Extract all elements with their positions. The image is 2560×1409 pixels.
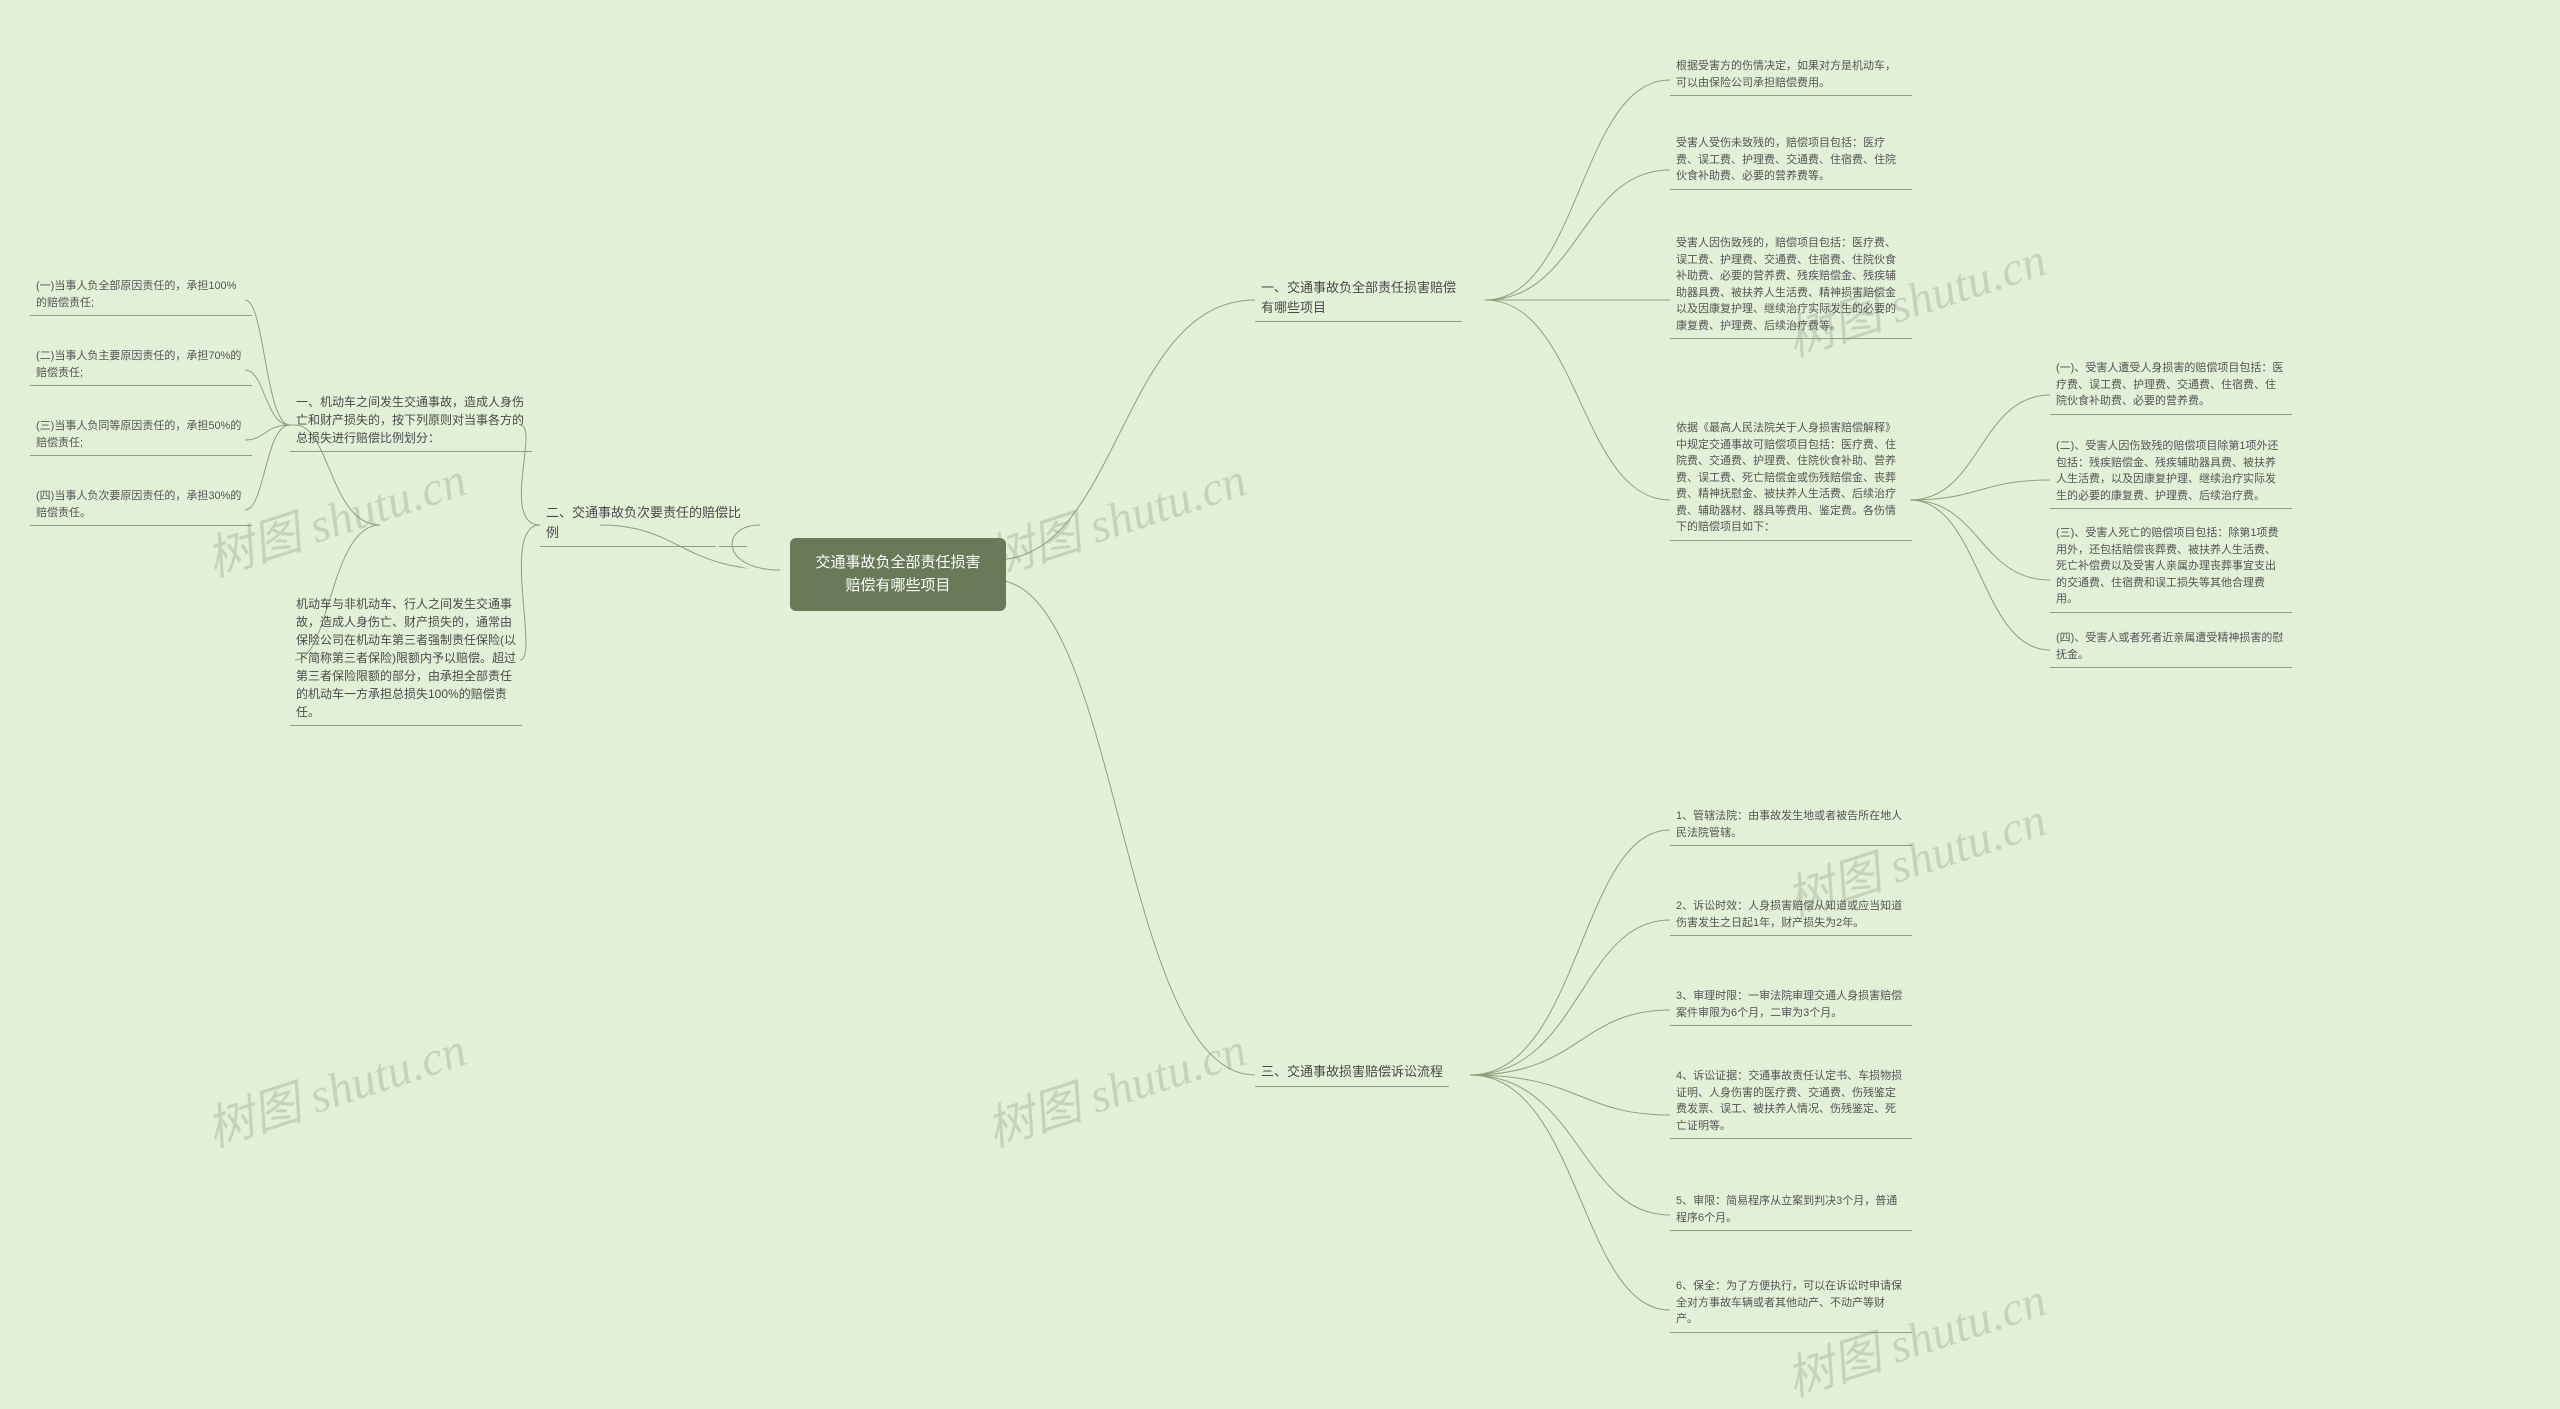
r1-leaf-3[interactable]: 受害人因伤致残的，赔偿项目包括：医疗费、误工费、护理费、交通费、住宿费、住院伙食… <box>1670 235 1912 339</box>
l2-sub-2[interactable]: (二)当事人负主要原因责任的，承担70%的赔偿责任; <box>30 348 252 386</box>
r3-leaf-1[interactable]: 1、管辖法院：由事故发生地或者被告所在地人民法院管辖。 <box>1670 808 1912 846</box>
l2-child-1-text: 一、机动车之间发生交通事故，造成人身伤亡和财产损失的，按下列原则对当事各方的总损… <box>296 395 524 445</box>
root-label-line1: 交通事故负全部责任损害 <box>815 554 980 571</box>
r3-leaf-3-text: 3、审理时限：一审法院审理交通人身损害赔偿案件审限为6个月，二审为3个月。 <box>1676 990 1902 1019</box>
r1-sub-2[interactable]: (二)、受害人因伤致残的赔偿项目除第1项外还包括：残疾赔偿金、残疾辅助器具费、被… <box>2050 438 2292 509</box>
watermark: 树图 shutu.cn <box>976 1010 1254 1160</box>
l2-child-2-text: 机动车与非机动车、行人之间发生交通事故，造成人身伤亡、财产损失的，通常由保险公司… <box>296 597 516 719</box>
r3-leaf-2-text: 2、诉讼时效：人身损害赔偿从知道或应当知道伤害发生之日起1年，财产损失为2年。 <box>1676 900 1902 929</box>
branch-r3[interactable]: 三、交通事故损害赔偿诉讼流程 <box>1255 1062 1449 1087</box>
root-node[interactable]: 交通事故负全部责任损害 赔偿有哪些项目 <box>790 538 1006 611</box>
r1-leaf-2-text: 受害人受伤未致残的，赔偿项目包括：医疗费、误工费、护理费、交通费、住宿费、住院伙… <box>1676 137 1896 182</box>
r3-leaf-5-text: 5、审限：简易程序从立案到判决3个月，普通程序6个月。 <box>1676 1195 1897 1224</box>
r1-sub-4-text: (四)、受害人或者死者近亲属遭受精神损害的慰抚金。 <box>2056 632 2283 661</box>
l2-sub-3-text: (三)当事人负同等原因责任的，承担50%的赔偿责任; <box>36 420 241 449</box>
branch-r1-line1: 一、交通事故负全部责任损害赔偿 <box>1261 280 1456 295</box>
branch-l2-line1: 二、交通事故负次要责任的赔偿比 <box>546 505 741 520</box>
r3-leaf-4-text: 4、诉讼证据：交通事故责任认定书、车损物损证明、人身伤害的医疗费、交通费、伤残鉴… <box>1676 1070 1902 1132</box>
branch-r3-label: 三、交通事故损害赔偿诉讼流程 <box>1261 1064 1443 1079</box>
watermark: 树图 shutu.cn <box>976 440 1254 590</box>
r1-leaf-2[interactable]: 受害人受伤未致残的，赔偿项目包括：医疗费、误工费、护理费、交通费、住宿费、住院伙… <box>1670 135 1912 190</box>
l2-sub-2-text: (二)当事人负主要原因责任的，承担70%的赔偿责任; <box>36 350 241 379</box>
r3-leaf-3[interactable]: 3、审理时限：一审法院审理交通人身损害赔偿案件审限为6个月，二审为3个月。 <box>1670 988 1912 1026</box>
r3-leaf-1-text: 1、管辖法院：由事故发生地或者被告所在地人民法院管辖。 <box>1676 810 1902 839</box>
r3-leaf-5[interactable]: 5、审限：简易程序从立案到判决3个月，普通程序6个月。 <box>1670 1193 1912 1231</box>
l2-child-1[interactable]: 一、机动车之间发生交通事故，造成人身伤亡和财产损失的，按下列原则对当事各方的总损… <box>290 393 532 452</box>
l2-sub-4-text: (四)当事人负次要原因责任的，承担30%的赔偿责任。 <box>36 490 241 519</box>
r1-leaf-1-text: 根据受害方的伤情决定，如果对方是机动车，可以由保险公司承担赔偿费用。 <box>1676 60 1896 89</box>
branch-r1-line2: 有哪些项目 <box>1261 300 1326 315</box>
branch-l2[interactable]: 二、交通事故负次要责任的赔偿比 例 <box>540 503 747 547</box>
l2-child-2[interactable]: 机动车与非机动车、行人之间发生交通事故，造成人身伤亡、财产损失的，通常由保险公司… <box>290 595 522 726</box>
r1-sub-4[interactable]: (四)、受害人或者死者近亲属遭受精神损害的慰抚金。 <box>2050 630 2292 668</box>
r3-leaf-6[interactable]: 6、保全：为了方便执行，可以在诉讼时申请保全对方事故车辆或者其他动产、不动产等财… <box>1670 1278 1912 1333</box>
r1-sub-1-text: (一)、受害人遭受人身损害的赔偿项目包括：医疗费、误工费、护理费、交通费、住宿费… <box>2056 362 2283 407</box>
r1-sub-3-text: (三)、受害人死亡的赔偿项目包括：除第1项费用外，还包括赔偿丧葬费、被扶养人生活… <box>2056 527 2278 605</box>
r1-leaf-3-text: 受害人因伤致残的，赔偿项目包括：医疗费、误工费、护理费、交通费、住宿费、住院伙食… <box>1676 237 1896 332</box>
mindmap-canvas: 树图 shutu.cn 树图 shutu.cn 树图 shutu.cn 树图 s… <box>0 0 2560 1409</box>
branch-l2-line2: 例 <box>546 525 559 540</box>
root-label-line2: 赔偿有哪些项目 <box>845 577 950 594</box>
l2-sub-1-text: (一)当事人负全部原因责任的，承担100%的赔偿责任; <box>36 280 236 309</box>
l2-sub-3[interactable]: (三)当事人负同等原因责任的，承担50%的赔偿责任; <box>30 418 252 456</box>
r1-sub-3[interactable]: (三)、受害人死亡的赔偿项目包括：除第1项费用外，还包括赔偿丧葬费、被扶养人生活… <box>2050 525 2292 613</box>
r3-leaf-4[interactable]: 4、诉讼证据：交通事故责任认定书、车损物损证明、人身伤害的医疗费、交通费、伤残鉴… <box>1670 1068 1912 1139</box>
r1-leaf-4[interactable]: 依据《最高人民法院关于人身损害赔偿解释》中规定交通事故可赔偿项目包括：医疗费、住… <box>1670 420 1912 541</box>
watermark: 树图 shutu.cn <box>196 1010 474 1160</box>
branch-r1[interactable]: 一、交通事故负全部责任损害赔偿 有哪些项目 <box>1255 278 1462 322</box>
l2-sub-1[interactable]: (一)当事人负全部原因责任的，承担100%的赔偿责任; <box>30 278 252 316</box>
r1-sub-2-text: (二)、受害人因伤致残的赔偿项目除第1项外还包括：残疾赔偿金、残疾辅助器具费、被… <box>2056 440 2278 502</box>
r1-leaf-4-text: 依据《最高人民法院关于人身损害赔偿解释》中规定交通事故可赔偿项目包括：医疗费、住… <box>1676 422 1896 533</box>
r1-sub-1[interactable]: (一)、受害人遭受人身损害的赔偿项目包括：医疗费、误工费、护理费、交通费、住宿费… <box>2050 360 2292 415</box>
r3-leaf-6-text: 6、保全：为了方便执行，可以在诉讼时申请保全对方事故车辆或者其他动产、不动产等财… <box>1676 1280 1902 1325</box>
r3-leaf-2[interactable]: 2、诉讼时效：人身损害赔偿从知道或应当知道伤害发生之日起1年，财产损失为2年。 <box>1670 898 1912 936</box>
r1-leaf-1[interactable]: 根据受害方的伤情决定，如果对方是机动车，可以由保险公司承担赔偿费用。 <box>1670 58 1912 96</box>
l2-sub-4[interactable]: (四)当事人负次要原因责任的，承担30%的赔偿责任。 <box>30 488 252 526</box>
